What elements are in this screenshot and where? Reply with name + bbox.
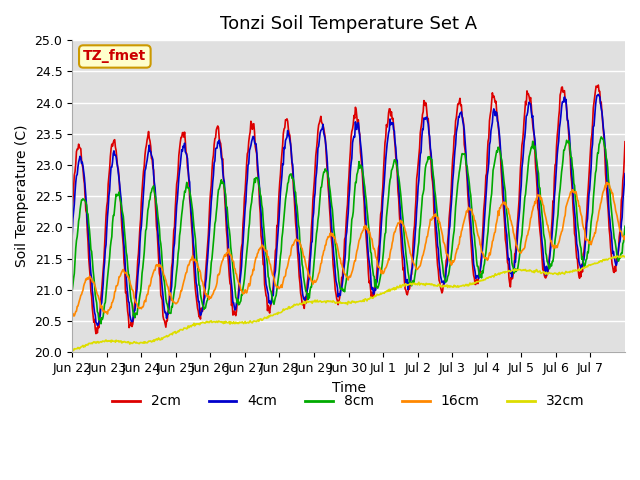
16cm [437,227,445,232]
8cm [284,180,291,186]
2cm [595,82,602,88]
32cm [406,281,413,287]
4cm [595,92,602,97]
32cm [619,252,627,258]
8cm [621,223,629,229]
8cm [263,256,271,262]
32cm [133,340,141,346]
8cm [68,288,76,294]
8cm [406,278,414,284]
Y-axis label: Soil Temperature (C): Soil Temperature (C) [15,125,29,267]
4cm [437,276,445,282]
16cm [603,180,611,185]
32cm [436,284,444,289]
8cm [437,253,445,259]
32cm [235,321,243,326]
4cm [284,128,291,133]
8cm [236,301,243,307]
16cm [70,313,77,319]
32cm [621,253,629,259]
16cm [68,312,76,318]
32cm [262,315,270,321]
2cm [621,139,629,144]
Line: 16cm: 16cm [72,182,625,316]
Title: Tonzi Soil Temperature Set A: Tonzi Soil Temperature Set A [220,15,477,33]
16cm [621,233,629,239]
Line: 2cm: 2cm [72,85,625,334]
8cm [97,321,105,326]
2cm [236,278,243,284]
X-axis label: Time: Time [332,381,365,395]
8cm [134,305,141,311]
32cm [68,348,76,353]
4cm [68,233,76,239]
16cm [284,263,291,269]
2cm [406,281,414,287]
4cm [406,282,414,288]
2cm [284,119,291,124]
8cm [597,134,605,140]
2cm [68,208,76,214]
2cm [437,287,445,293]
16cm [134,304,141,310]
4cm [134,274,141,280]
4cm [263,284,271,290]
Line: 8cm: 8cm [72,137,625,324]
4cm [236,283,243,289]
32cm [283,306,291,312]
16cm [236,281,243,287]
Line: 4cm: 4cm [72,95,625,325]
2cm [263,294,271,300]
4cm [621,171,629,177]
16cm [406,250,414,256]
4cm [93,323,101,328]
Text: TZ_fmet: TZ_fmet [83,49,147,63]
2cm [92,331,100,336]
2cm [134,257,141,263]
Line: 32cm: 32cm [72,255,625,350]
16cm [263,248,271,253]
Legend: 2cm, 4cm, 8cm, 16cm, 32cm: 2cm, 4cm, 8cm, 16cm, 32cm [107,389,591,414]
